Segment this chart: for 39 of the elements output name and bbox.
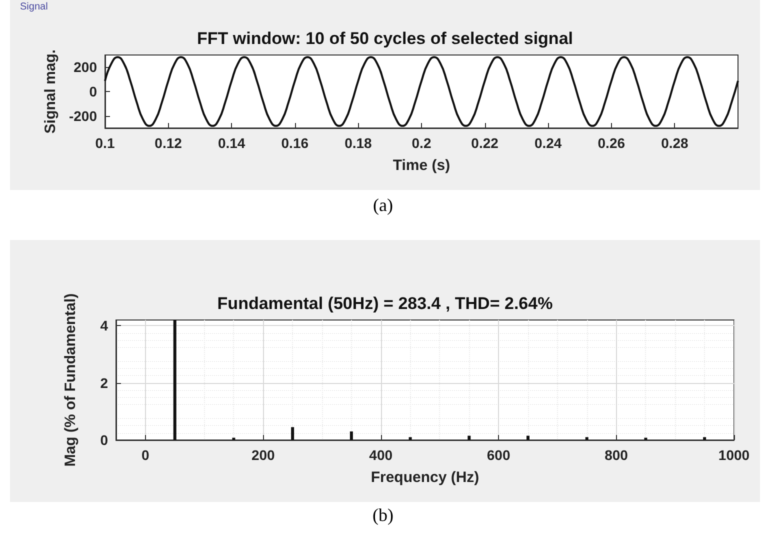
- y-tick-label: 0: [89, 84, 98, 100]
- bar: [408, 437, 412, 440]
- x-tick-label: 1000: [718, 447, 750, 463]
- y-axis-title: Mag (% of Fundamental): [62, 293, 79, 467]
- chart-title: Fundamental (50Hz) = 283.4 , THD= 2.64%: [217, 294, 553, 313]
- x-tick-label: 600: [486, 447, 510, 463]
- y-tick-label: 4: [100, 318, 108, 334]
- bar: [350, 431, 353, 440]
- bar: [585, 437, 588, 440]
- y-axis-title: Signal mag.: [42, 49, 60, 134]
- bar: [291, 427, 294, 440]
- x-axis-title: Time (s): [392, 157, 450, 174]
- x-tick-label: 0.1: [95, 135, 115, 151]
- x-tick-label: 0.26: [598, 135, 626, 151]
- bar: [526, 436, 530, 440]
- y-tick-label: -200: [68, 108, 98, 124]
- chart-title: FFT window: 10 of 50 cycles of selected signal: [197, 29, 573, 48]
- y-tick-label: 2: [100, 374, 108, 391]
- y-tick-label: 0: [100, 432, 108, 448]
- x-tick-label: 200: [251, 447, 276, 463]
- bar: [703, 437, 706, 440]
- x-tick-label: 400: [369, 447, 393, 463]
- x-tick-label: 0.14: [218, 135, 246, 151]
- x-tick-label: 0.2: [412, 135, 432, 151]
- bar: [468, 436, 471, 440]
- x-tick-label: 0.24: [534, 135, 562, 151]
- x-tick-label: 0.18: [344, 135, 372, 151]
- x-axis-title: Frequency (Hz): [370, 469, 480, 486]
- line-series: [104, 56, 739, 127]
- x-tick-label: 0.22: [471, 135, 499, 151]
- y-tick-label: 200: [74, 59, 98, 76]
- text: (a): [372, 195, 394, 216]
- text: (b): [372, 505, 394, 526]
- text: Signal: [20, 2, 48, 12]
- x-tick-label: 0.16: [281, 135, 309, 151]
- x-tick-label: 0.28: [661, 135, 689, 151]
- x-tick-label: 0: [142, 447, 150, 463]
- x-tick-label: 0.12: [154, 135, 182, 151]
- x-tick-label: 800: [604, 447, 628, 463]
